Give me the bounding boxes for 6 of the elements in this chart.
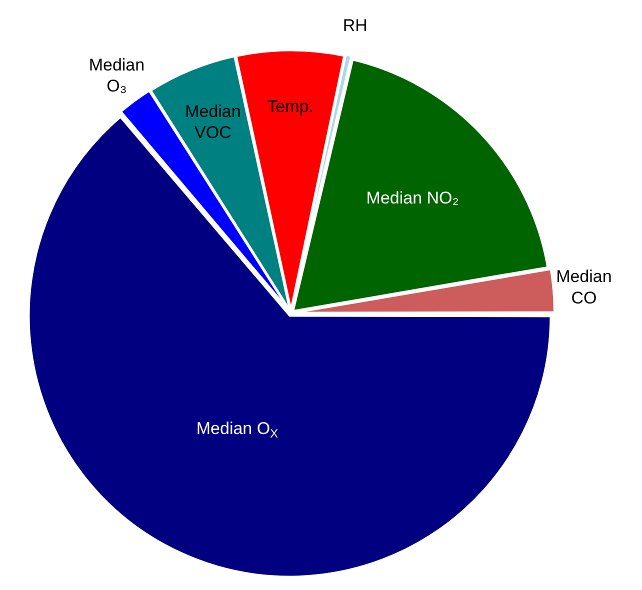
slice-label: Temp. xyxy=(267,97,314,116)
slice-label: Median CO xyxy=(556,267,612,308)
slice-label: RH xyxy=(342,16,368,35)
slice-label: Median VOC xyxy=(185,102,241,142)
slice-label: Median NO₂ xyxy=(366,188,459,208)
slice-label: Median O₃ xyxy=(88,55,145,96)
